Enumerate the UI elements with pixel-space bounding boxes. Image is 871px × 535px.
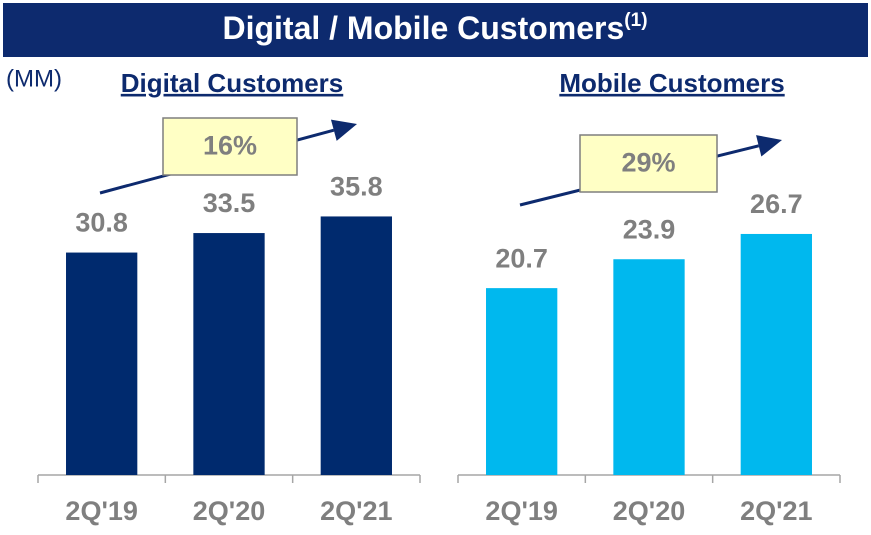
chart-title: Digital / Mobile Customers bbox=[222, 10, 624, 46]
bar bbox=[320, 216, 392, 475]
value-label: 20.7 bbox=[495, 243, 548, 273]
value-label: 30.8 bbox=[75, 208, 128, 238]
bar bbox=[486, 288, 558, 475]
growth-label: 29% bbox=[621, 148, 675, 178]
unit-label: (MM) bbox=[6, 65, 62, 92]
growth-label: 16% bbox=[203, 131, 257, 161]
trend-arrowhead bbox=[756, 135, 782, 157]
bar bbox=[613, 259, 685, 475]
trend-arrowhead bbox=[330, 119, 357, 141]
title-text: Digital / Mobile Customers(1) bbox=[222, 10, 647, 46]
x-tick-label: 2Q'19 bbox=[65, 496, 137, 526]
x-tick-label: 2Q'20 bbox=[193, 496, 265, 526]
value-label: 26.7 bbox=[750, 189, 803, 219]
chart-subtitle: Mobile Customers bbox=[559, 68, 784, 98]
growth-box bbox=[579, 134, 718, 193]
chart-subtitle: Digital Customers bbox=[121, 68, 344, 98]
x-tick-label: 2Q'21 bbox=[320, 496, 392, 526]
x-tick-label: 2Q'19 bbox=[485, 496, 557, 526]
bar bbox=[66, 252, 138, 475]
value-label: 23.9 bbox=[623, 214, 676, 244]
x-tick-label: 2Q'20 bbox=[613, 496, 685, 526]
value-label: 33.5 bbox=[203, 188, 256, 218]
title-note: (1) bbox=[624, 10, 647, 31]
title-banner bbox=[3, 3, 868, 57]
bar bbox=[740, 233, 812, 475]
bar bbox=[193, 233, 265, 475]
value-label: 35.8 bbox=[330, 172, 383, 202]
x-tick-label: 2Q'21 bbox=[740, 496, 812, 526]
growth-box bbox=[162, 117, 298, 176]
